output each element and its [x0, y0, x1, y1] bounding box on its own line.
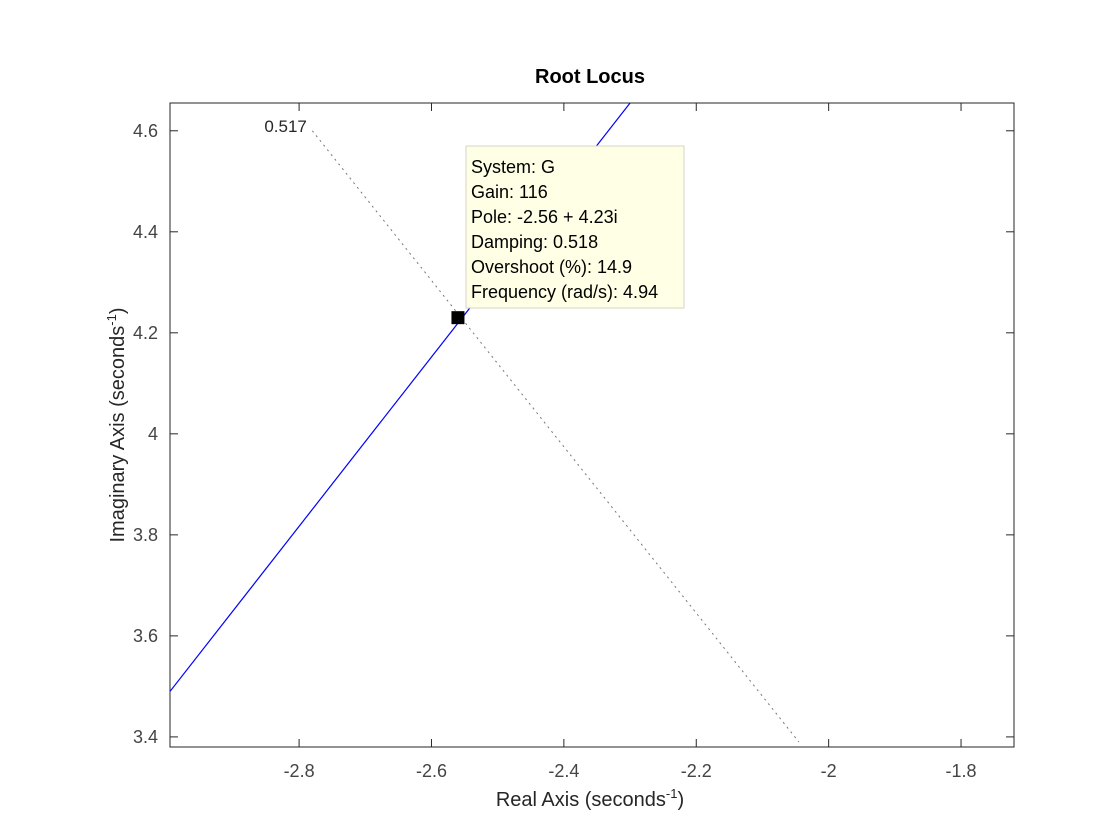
x-tick-label: -2.6 — [416, 761, 447, 781]
x-tick-label: -2.2 — [681, 761, 712, 781]
y-tick-label: 3.8 — [133, 525, 158, 545]
damping-ratio-line — [311, 130, 800, 743]
selected-pole-marker[interactable] — [451, 311, 465, 325]
x-tick-label: -2.4 — [548, 761, 579, 781]
y-tick-label: 4 — [148, 424, 158, 444]
datatip-line-gain: Gain: 116 — [471, 182, 548, 202]
y-tick-label: 3.4 — [133, 727, 158, 747]
x-tick-label: -2 — [821, 761, 837, 781]
x-tick-label: -1.8 — [946, 761, 977, 781]
chart-title: Root Locus — [535, 66, 645, 88]
y-tick-label: 4.4 — [133, 222, 158, 242]
y-tick-label: 4.6 — [133, 121, 158, 141]
y-ticks: 3.4 3.6 3.8 4 4.2 4.4 4.6 — [133, 121, 1014, 747]
y-tick-label: 3.6 — [133, 626, 158, 646]
datatip-line-damping: Damping: 0.518 — [471, 232, 598, 252]
datatip-line-overshoot: Overshoot (%): 14.9 — [471, 257, 632, 277]
y-tick-label: 4.2 — [133, 323, 158, 343]
datatip[interactable]: System: G Gain: 116 Pole: -2.56 + 4.23i … — [465, 145, 685, 309]
datatip-box — [465, 145, 685, 309]
x-tick-label: -2.8 — [284, 761, 315, 781]
datatip-line-pole: Pole: -2.56 + 4.23i — [471, 207, 618, 227]
x-ticks: -2.8 -2.6 -2.4 -2.2 -2 -1.8 — [284, 103, 977, 781]
datatip-line-system: System: G — [471, 157, 555, 177]
x-axis-label: Real Axis (seconds-1) — [496, 786, 684, 811]
datatip-line-frequency: Frequency (rad/s): 4.94 — [471, 282, 658, 302]
y-axis-label: Imaginary Axis (seconds-1) — [104, 308, 129, 543]
damping-ratio-label: 0.517 — [264, 117, 307, 136]
